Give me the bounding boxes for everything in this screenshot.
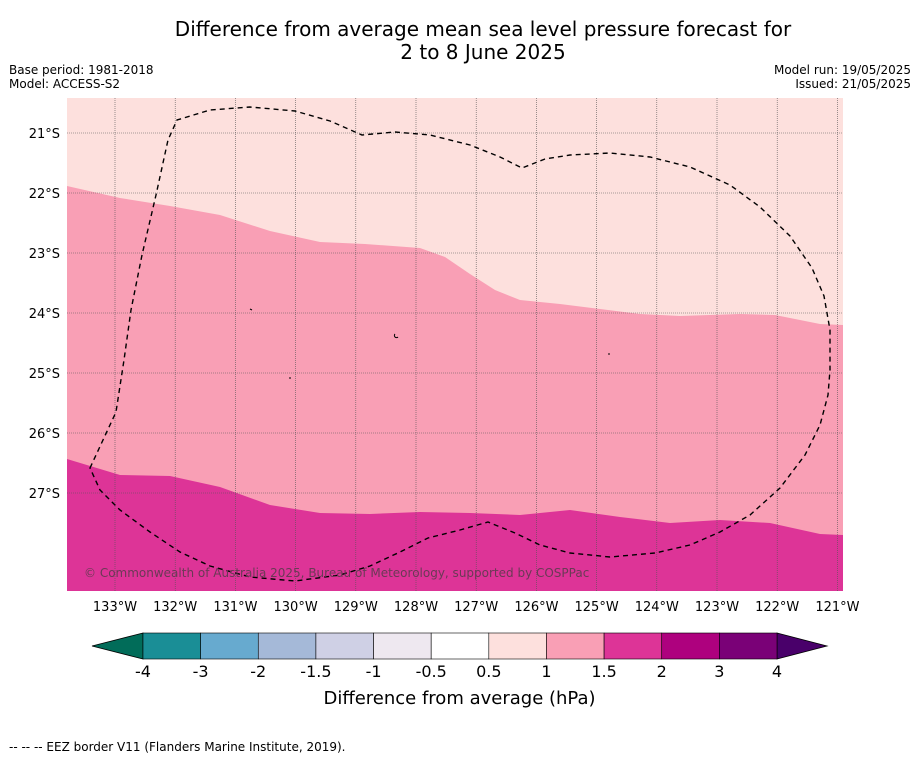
lon-label: 123°W (695, 600, 739, 615)
colorbar-segment (200, 632, 259, 660)
title-line-1: Difference from average mean sea level p… (174, 17, 792, 41)
island-dot (249, 308, 253, 311)
colorbar-tick-label: -3 (193, 662, 209, 681)
lat-label: 25°S (29, 367, 60, 382)
colorbar-tick-label: 4 (772, 662, 782, 681)
lon-label: 126°W (514, 600, 558, 615)
lat-label: 22°S (29, 187, 60, 202)
colorbar-segment (142, 632, 201, 660)
meta-left: Base period: 1981-2018 Model: ACCESS-S2 (9, 63, 154, 91)
colorbar-tick-label: -0.5 (416, 662, 447, 681)
lat-label: 23°S (29, 247, 60, 262)
colorbar-segment (546, 632, 605, 660)
colorbar-tick-label: 3 (714, 662, 724, 681)
meta-right: Model run: 19/05/2025 Issued: 21/05/2025 (774, 63, 911, 91)
lon-label: 131°W (213, 600, 257, 615)
colorbar-segment (488, 632, 547, 660)
colorbar-segment (257, 632, 317, 660)
colorbar: -4 -3 -2 -1.5 -1 -0.5 0.5 1 1.5 2 3 4 (91, 632, 829, 681)
colorbar-tick-label: -1.5 (300, 662, 331, 681)
lat-label: 21°S (29, 127, 60, 142)
lon-label: 121°W (815, 600, 859, 615)
colorbar-label: Difference from average (hPa) (323, 688, 596, 709)
longitude-labels: 133°W 132°W 131°W 130°W 129°W 128°W 127°W 126°W… (93, 600, 860, 615)
model-run: Model run: 19/05/2025 (773, 63, 911, 77)
title-line-2: 2 to 8 June 2025 (400, 40, 566, 64)
lon-label: 128°W (394, 600, 438, 615)
colorbar-segment (373, 632, 432, 660)
lon-label: 125°W (575, 600, 619, 615)
lat-label: 26°S (29, 427, 60, 442)
colorbar-tick-label: -1 (366, 662, 382, 681)
eez-border (89, 106, 831, 582)
colorbar-tick-label: -2 (250, 662, 266, 681)
issued-date: Issued: 21/05/2025 (795, 77, 911, 91)
lon-label: 133°W (93, 600, 137, 615)
map-area: © Commonwealth of Australia 2025, Bureau… (67, 98, 843, 591)
lat-label: 27°S (29, 487, 60, 502)
base-period: Base period: 1981-2018 (9, 63, 154, 77)
colorbar-under-arrow (91, 632, 144, 660)
model-name: Model: ACCESS-S2 (9, 77, 121, 91)
colorbar-segment (603, 632, 663, 660)
copyright-text: © Commonwealth of Australia 2025, Bureau… (84, 566, 589, 580)
island-dot (393, 333, 399, 339)
map-title: Difference from average mean sea level p… (0, 18, 919, 64)
colorbar-tick-label: 2 (657, 662, 667, 681)
colorbar-segment (661, 632, 720, 660)
pressure-band-1.5-2 (67, 459, 843, 591)
pressure-band-1-1.5 (67, 186, 843, 591)
lon-label: 124°W (635, 600, 679, 615)
colorbar-segment (430, 632, 490, 660)
colorbar-tick-label: 1 (541, 662, 551, 681)
colorbar-tick-label: 0.5 (476, 662, 501, 681)
colorbar-segment (315, 632, 374, 660)
eez-legend-note: -- -- -- EEZ border V11 (Flanders Marine… (9, 740, 346, 754)
colorbar-tick-label: 1.5 (591, 662, 616, 681)
lon-label: 122°W (755, 600, 799, 615)
lat-label: 24°S (29, 307, 60, 322)
lon-label: 127°W (454, 600, 498, 615)
graticule (67, 98, 843, 591)
colorbar-segment (719, 632, 778, 660)
lon-label: 130°W (274, 600, 318, 615)
lon-label: 129°W (334, 600, 378, 615)
colorbar-tick-label: -4 (135, 662, 151, 681)
colorbar-over-arrow (776, 632, 829, 660)
lon-label: 132°W (153, 600, 197, 615)
latitude-labels: 21°S 22°S 23°S 24°S 25°S 26°S 27°S (29, 127, 60, 502)
